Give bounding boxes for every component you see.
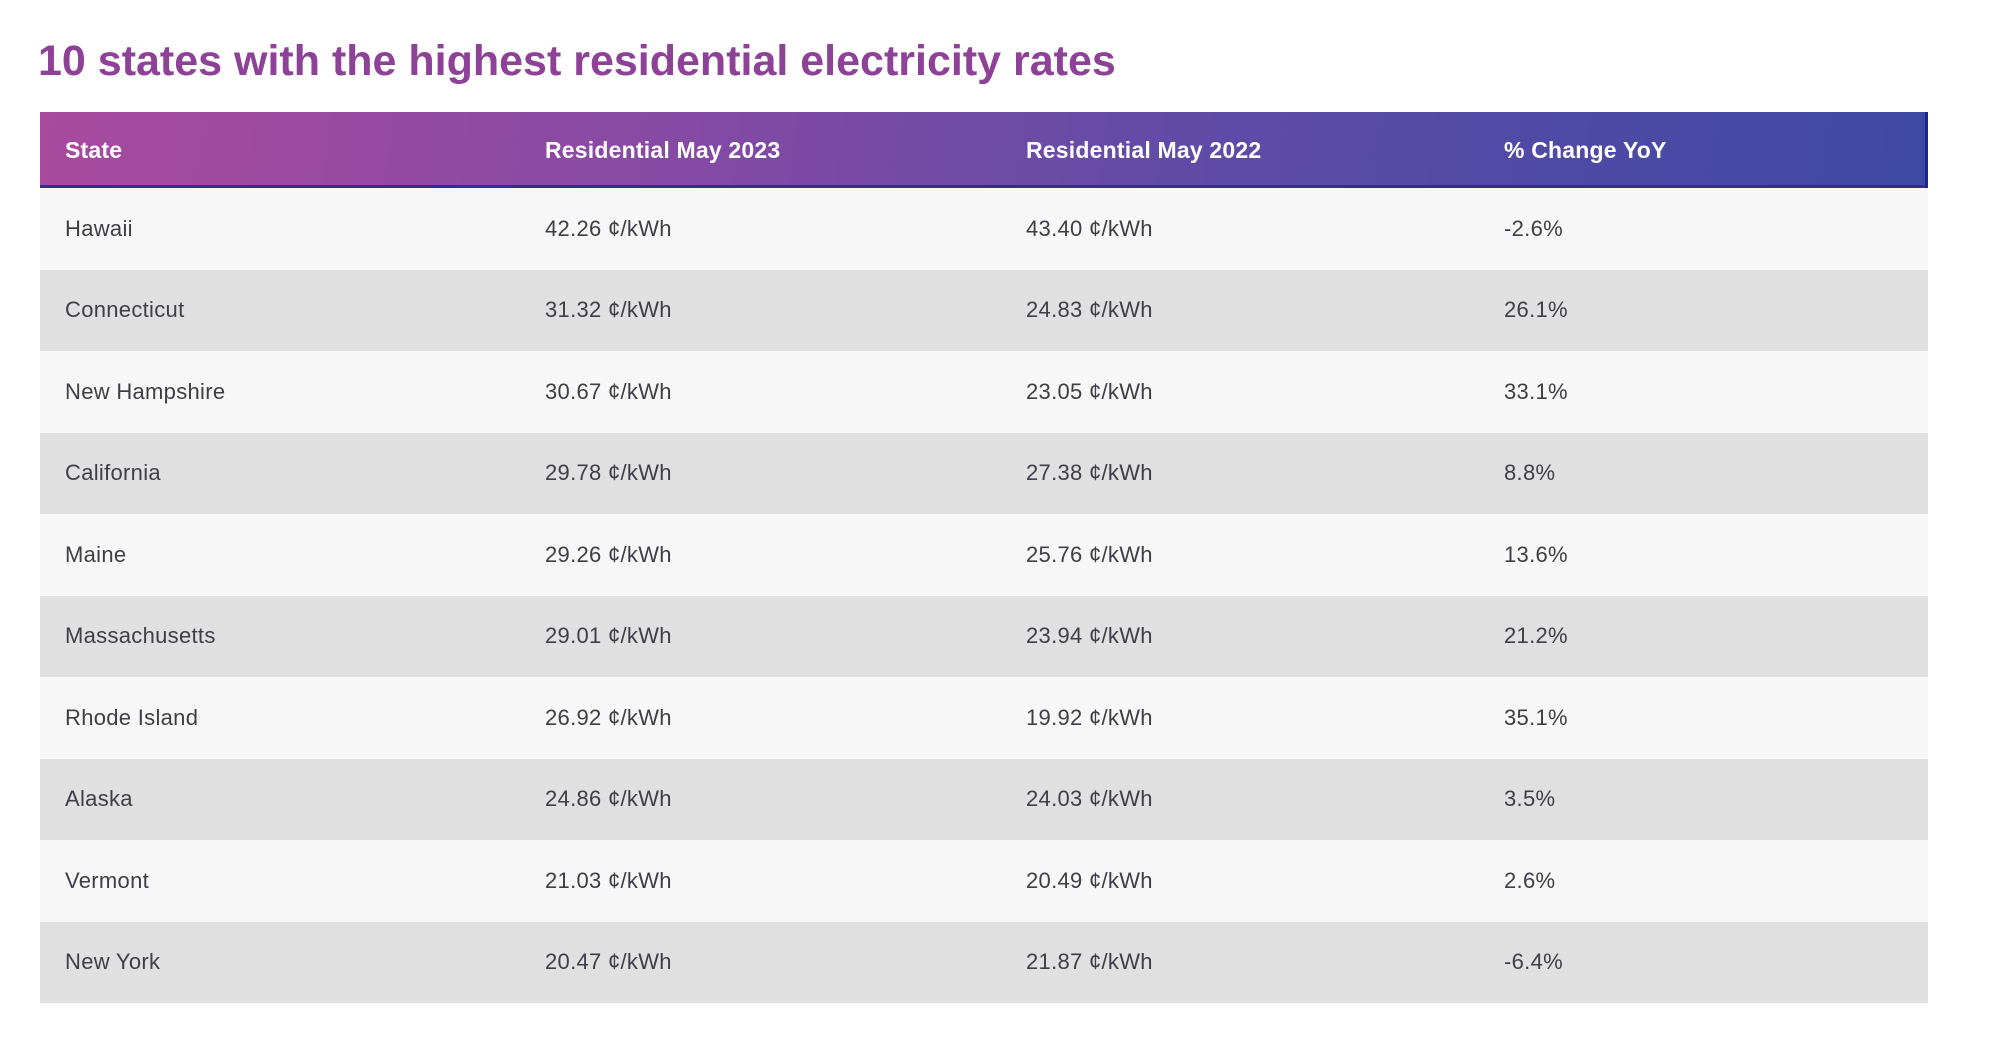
cell-state: New York [65, 949, 161, 975]
column-header-may2023: Residential May 2023 [545, 136, 781, 163]
cell-change: 33.1% [1504, 378, 1568, 404]
cell-may2023: 42.26 ¢/kWh [545, 215, 672, 241]
table-header-row: State Residential May 2023 Residential M… [40, 112, 1928, 188]
cell-may2022: 24.03 ¢/kWh [1026, 786, 1153, 812]
cell-change: 21.2% [1504, 623, 1568, 649]
table-row: Maine 29.26 ¢/kWh 25.76 ¢/kWh 13.6% [40, 514, 1928, 596]
table-row: Connecticut 31.32 ¢/kWh 24.83 ¢/kWh 26.1… [40, 269, 1928, 351]
table-row: Vermont 21.03 ¢/kWh 20.49 ¢/kWh 2.6% [40, 840, 1928, 922]
cell-may2023: 24.86 ¢/kWh [545, 786, 672, 812]
cell-may2022: 21.87 ¢/kWh [1026, 949, 1153, 975]
cell-change: 3.5% [1504, 786, 1556, 812]
table-row: New York 20.47 ¢/kWh 21.87 ¢/kWh -6.4% [40, 921, 1928, 1003]
cell-may2023: 29.26 ¢/kWh [545, 541, 672, 567]
cell-may2022: 25.76 ¢/kWh [1026, 541, 1153, 567]
table-row: Rhode Island 26.92 ¢/kWh 19.92 ¢/kWh 35.… [40, 677, 1928, 759]
column-header-change: % Change YoY [1504, 136, 1667, 163]
page-title: 10 states with the highest residential e… [38, 36, 1116, 85]
cell-change: 26.1% [1504, 297, 1568, 323]
cell-state: Vermont [65, 867, 150, 893]
cell-may2022: 43.40 ¢/kWh [1026, 215, 1153, 241]
cell-change: 8.8% [1504, 460, 1556, 486]
cell-may2023: 30.67 ¢/kWh [545, 378, 672, 404]
table-row: Alaska 24.86 ¢/kWh 24.03 ¢/kWh 3.5% [40, 758, 1928, 840]
electricity-rates-table: State Residential May 2023 Residential M… [40, 112, 1928, 1003]
cell-may2023: 26.92 ¢/kWh [545, 704, 672, 730]
cell-state: Maine [65, 541, 127, 567]
table-row: California 29.78 ¢/kWh 27.38 ¢/kWh 8.8% [40, 432, 1928, 514]
cell-state: Rhode Island [65, 704, 199, 730]
column-header-state: State [65, 136, 123, 163]
cell-may2023: 20.47 ¢/kWh [545, 949, 672, 975]
column-header-may2022: Residential May 2022 [1026, 136, 1262, 163]
cell-may2022: 24.83 ¢/kWh [1026, 297, 1153, 323]
cell-may2022: 20.49 ¢/kWh [1026, 867, 1153, 893]
cell-change: 13.6% [1504, 541, 1568, 567]
cell-may2022: 27.38 ¢/kWh [1026, 460, 1153, 486]
cell-may2022: 19.92 ¢/kWh [1026, 704, 1153, 730]
table-row: New Hampshire 30.67 ¢/kWh 23.05 ¢/kWh 33… [40, 351, 1928, 433]
cell-state: Alaska [65, 786, 133, 812]
cell-state: Connecticut [65, 297, 185, 323]
cell-may2022: 23.05 ¢/kWh [1026, 378, 1153, 404]
cell-state: Massachusetts [65, 623, 216, 649]
cell-change: -6.4% [1504, 949, 1563, 975]
cell-change: 35.1% [1504, 704, 1568, 730]
cell-may2023: 31.32 ¢/kWh [545, 297, 672, 323]
cell-may2023: 29.78 ¢/kWh [545, 460, 672, 486]
cell-change: 2.6% [1504, 867, 1556, 893]
table-row: Hawaii 42.26 ¢/kWh 43.40 ¢/kWh -2.6% [40, 188, 1928, 270]
cell-state: New Hampshire [65, 378, 226, 404]
cell-may2023: 21.03 ¢/kWh [545, 867, 672, 893]
cell-may2022: 23.94 ¢/kWh [1026, 623, 1153, 649]
cell-may2023: 29.01 ¢/kWh [545, 623, 672, 649]
cell-state: California [65, 460, 161, 486]
cell-change: -2.6% [1504, 215, 1563, 241]
table-row: Massachusetts 29.01 ¢/kWh 23.94 ¢/kWh 21… [40, 595, 1928, 677]
cell-state: Hawaii [65, 215, 133, 241]
